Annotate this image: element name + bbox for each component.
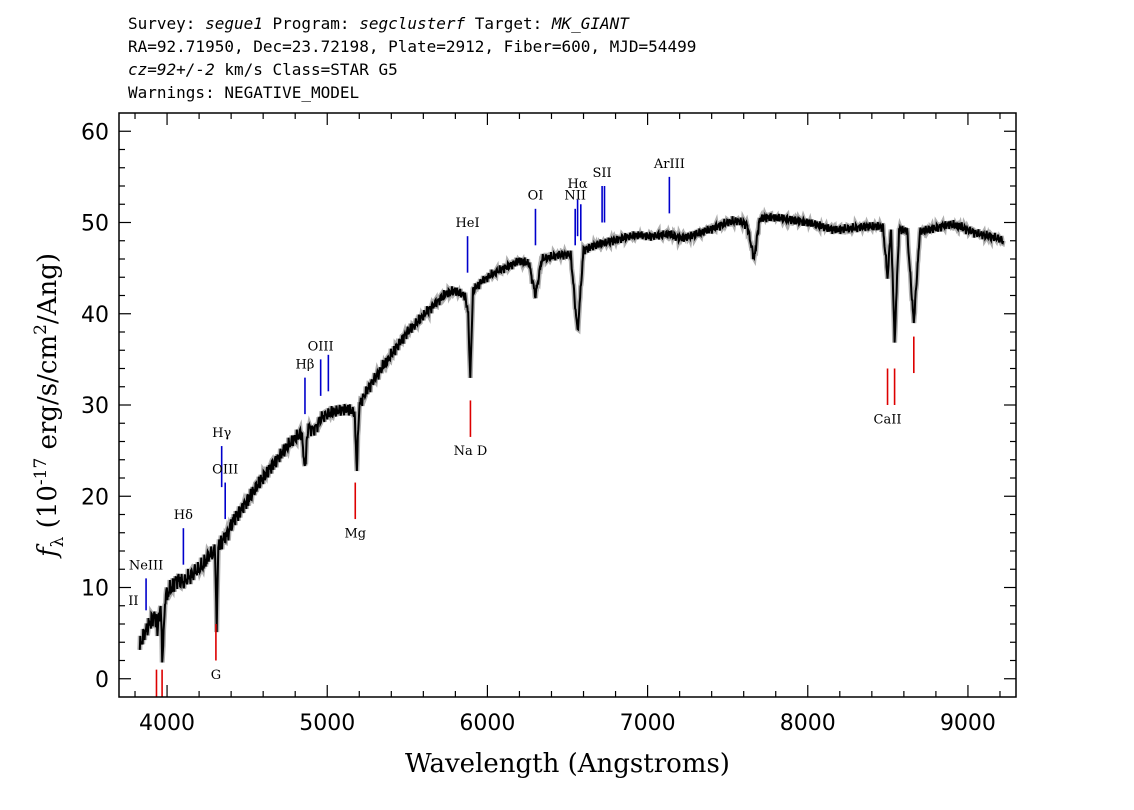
emission-line-label: Hα [568,177,588,192]
y-axis-label-exp2: 2 [31,324,51,335]
x-tick-label: 8000 [780,711,836,736]
y-axis-label-exp: -17 [31,458,51,485]
survey-value: segue1 [205,14,263,33]
emission-line-label: NeIII [129,558,163,573]
emission-line-label: OIII [212,462,238,477]
absorption-line-label: CaII [874,412,902,427]
emission-line-label: OIII [308,339,334,354]
target-label: Target: [465,14,552,33]
edge-line-label: II [128,594,138,609]
absorption-line-label: Mg [344,526,366,541]
emission-line-label: HeI [455,216,479,231]
spectrum-error-band [137,206,1006,663]
y-tick-label: 10 [81,577,109,602]
y-axis-label: fλ (10-17 erg/s/cm2/Ang) [31,253,68,559]
y-tick-label: 40 [81,303,109,328]
class-value: km/s Class=STAR G5 [214,60,398,79]
emission-line-label: NII [564,189,586,204]
x-axis-label: Wavelength (Angstroms) [405,749,730,779]
emission-line-label: Hβ [296,358,315,373]
header-line-survey: Survey: segue1 Program: segclusterf Targ… [128,12,696,35]
emission-line-label: Hγ [212,426,231,441]
x-tick-label: 7000 [620,711,676,736]
x-tick-label: 5000 [299,711,355,736]
survey-label: Survey: [128,14,206,33]
header-line-class: cz=92+/-2 km/s Class=STAR G5 [128,58,696,81]
spectrum-line [138,211,1005,663]
y-tick-label: 30 [81,394,109,419]
y-axis-label-sub: λ [48,536,68,547]
emission-line-label: ArIII [653,157,685,172]
program-label: Program: [262,14,360,33]
absorption-line-label: Na D [454,444,488,459]
y-axis-label-mid: (10 [33,485,63,537]
absorption-line-label: G [211,668,221,683]
y-axis-label-tail: /Ang) [33,253,63,324]
x-tick-label: 9000 [940,711,996,736]
emission-line-label: OI [528,189,544,204]
x-tick-label: 4000 [139,711,195,736]
redshift-value: cz=92+/-2 [128,60,215,79]
emission-line-label: Hδ [174,508,193,523]
header-line-coords: RA=92.71950, Dec=23.72198, Plate=2912, F… [128,37,697,56]
y-tick-label: 60 [81,120,109,145]
y-tick-label: 0 [95,668,109,693]
y-tick-label: 20 [81,485,109,510]
target-value: MK_GIANT [551,14,629,33]
header-line-warnings: Warnings: NEGATIVE_MODEL [128,83,360,102]
emission-line-label: SII [593,166,612,181]
spectrum-header: Survey: segue1 Program: segclusterf Targ… [128,12,696,104]
y-tick-label: 50 [81,212,109,237]
y-axis-label-units: erg/s/cm [33,335,63,458]
x-tick-label: 6000 [459,711,515,736]
program-value: segclusterf [359,14,466,33]
axis-ticks: 4000 5000 6000 7000 8000 9000 0 10 20 30 40 50 60 [81,113,1016,736]
